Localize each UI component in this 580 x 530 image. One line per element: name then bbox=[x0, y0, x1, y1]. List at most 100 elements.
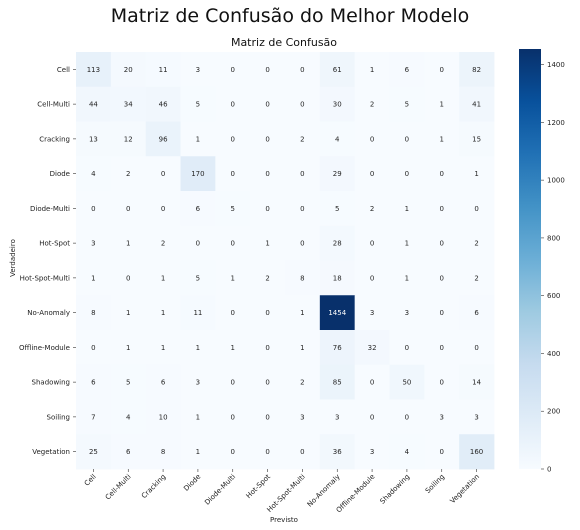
heatmap-cell-7-7 bbox=[319, 295, 356, 331]
heatmap-cell-8-5 bbox=[250, 330, 286, 366]
heatmap-cell-10-4 bbox=[215, 399, 251, 435]
heatmap-cell-7-10 bbox=[424, 295, 460, 331]
heatmap-cell-10-9 bbox=[389, 399, 425, 435]
heatmap-cell-4-2 bbox=[145, 191, 181, 227]
heatmap-cell-3-3 bbox=[180, 156, 216, 192]
cell-value-2-0: 13 bbox=[89, 135, 98, 143]
cell-value-9-6: 2 bbox=[300, 379, 304, 387]
heatmap-cell-5-2 bbox=[145, 225, 181, 261]
cell-value-7-0: 8 bbox=[91, 309, 95, 317]
heatmap-cell-0-10 bbox=[424, 52, 460, 88]
heatmap-cell-10-8 bbox=[354, 399, 390, 435]
heatmap-cell-8-6 bbox=[285, 330, 321, 366]
cell-value-10-11: 3 bbox=[474, 413, 478, 421]
x-tick-label-3: Diode bbox=[182, 473, 202, 493]
heatmap-cell-0-0 bbox=[76, 52, 112, 88]
cell-value-1-8: 2 bbox=[370, 101, 374, 109]
heatmap-cell-2-9 bbox=[389, 121, 425, 157]
heatmap-cell-2-0 bbox=[76, 121, 112, 157]
heatmap-cell-2-3 bbox=[180, 121, 216, 157]
cell-value-10-8: 0 bbox=[370, 413, 374, 421]
heatmap-cell-5-10 bbox=[424, 225, 460, 261]
heatmap-cell-4-7 bbox=[319, 191, 356, 227]
cell-value-7-5: 0 bbox=[265, 309, 269, 317]
heatmap-cell-4-4 bbox=[215, 191, 251, 227]
y-tick-label-10: Soiling bbox=[47, 413, 70, 421]
heatmap-cell-8-1 bbox=[110, 330, 147, 366]
heatmap-cell-10-1 bbox=[110, 399, 147, 435]
cell-value-3-2: 0 bbox=[161, 170, 165, 178]
heatmap-cell-5-6 bbox=[285, 225, 321, 261]
y-tick-labels: Cell Cell-Multi Cracking Diode Diode-Multi Ho… bbox=[19, 66, 76, 456]
cell-value-6-2: 1 bbox=[161, 274, 165, 282]
cell-value-2-9: 0 bbox=[405, 135, 409, 143]
cell-value-3-6: 0 bbox=[300, 170, 304, 178]
heatmap-cell-3-5 bbox=[250, 156, 286, 192]
cell-value-0-2: 11 bbox=[159, 66, 168, 74]
cell-value-11-1: 6 bbox=[126, 448, 131, 456]
cell-value-1-7: 30 bbox=[333, 101, 342, 109]
heatmap-cell-8-8 bbox=[354, 330, 390, 366]
heatmap-cell-11-5 bbox=[250, 434, 286, 470]
cell-value-3-7: 29 bbox=[333, 170, 342, 178]
cell-value-2-11: 15 bbox=[472, 135, 481, 143]
cell-value-6-11: 2 bbox=[474, 274, 478, 282]
cell-value-8-9: 0 bbox=[405, 344, 409, 352]
cell-value-10-0: 7 bbox=[91, 413, 95, 421]
x-tick-label-0: Cell bbox=[83, 473, 98, 488]
heatmap-cell-0-7 bbox=[319, 52, 356, 88]
heatmap-cell-7-1 bbox=[110, 295, 147, 331]
cell-value-1-11: 41 bbox=[472, 101, 481, 109]
cell-value-8-10: 0 bbox=[440, 344, 444, 352]
heatmap-cell-1-6 bbox=[285, 86, 321, 122]
heatmap-cell-1-3 bbox=[180, 86, 216, 122]
cell-value-2-8: 0 bbox=[370, 135, 374, 143]
cell-value-6-7: 18 bbox=[333, 274, 342, 282]
cell-value-6-4: 1 bbox=[231, 274, 235, 282]
cell-value-5-6: 0 bbox=[300, 240, 304, 248]
cell-value-5-8: 0 bbox=[370, 240, 374, 248]
heatmap-cell-7-0 bbox=[76, 295, 112, 331]
cell-value-3-5: 0 bbox=[265, 170, 269, 178]
colorbar-tick-label-1: 200 bbox=[547, 408, 560, 416]
heatmap-cell-2-10 bbox=[424, 121, 460, 157]
heatmap-cell-7-9 bbox=[389, 295, 425, 331]
colorbar-tick-label-7: 1400 bbox=[547, 61, 565, 69]
heatmap-cell-6-3 bbox=[180, 260, 216, 296]
heatmap-cell-11-9 bbox=[389, 434, 425, 470]
x-tick-label-11: Vegetation bbox=[449, 473, 481, 505]
cell-value-5-7: 28 bbox=[333, 240, 342, 248]
heatmap-cell-9-5 bbox=[250, 364, 286, 400]
heatmap-cell-7-4 bbox=[215, 295, 251, 331]
cell-value-5-10: 0 bbox=[440, 240, 444, 248]
y-tick-label-2: Cracking bbox=[39, 135, 70, 143]
x-tick-label-9: Shadowing bbox=[378, 473, 411, 506]
heatmap-cell-11-11 bbox=[459, 434, 495, 470]
cell-value-7-6: 1 bbox=[300, 309, 304, 317]
heatmap-cell-4-9 bbox=[389, 191, 425, 227]
heatmap-cell-8-2 bbox=[145, 330, 181, 366]
heatmap-cell-3-10 bbox=[424, 156, 460, 192]
heatmap-cell-10-3 bbox=[180, 399, 216, 435]
cell-value-8-5: 0 bbox=[265, 344, 269, 352]
cell-value-11-2: 8 bbox=[161, 448, 165, 456]
cell-value-3-9: 0 bbox=[405, 170, 409, 178]
y-tick-label-5: Hot-Spot bbox=[39, 240, 70, 248]
heatmap-cell-2-5 bbox=[250, 121, 286, 157]
colorbar-tick-label-2: 400 bbox=[547, 350, 560, 358]
cell-value-3-11: 1 bbox=[474, 170, 478, 178]
heatmap-cell-3-6 bbox=[285, 156, 321, 192]
cell-value-2-7: 4 bbox=[335, 135, 340, 143]
cell-value-1-5: 0 bbox=[265, 101, 269, 109]
cell-value-4-11: 0 bbox=[474, 205, 478, 213]
cell-value-7-8: 3 bbox=[370, 309, 374, 317]
heatmap-cell-2-11 bbox=[459, 121, 495, 157]
heatmap-cell-11-4 bbox=[215, 434, 251, 470]
heatmap-cell-2-6 bbox=[285, 121, 321, 157]
y-tick-label-6: Hot-Spot-Multi bbox=[20, 274, 70, 282]
heatmap-cell-0-2 bbox=[145, 52, 181, 88]
heatmap-cell-2-4 bbox=[215, 121, 251, 157]
cell-value-0-0: 113 bbox=[87, 66, 100, 74]
cell-value-3-8: 0 bbox=[370, 170, 374, 178]
